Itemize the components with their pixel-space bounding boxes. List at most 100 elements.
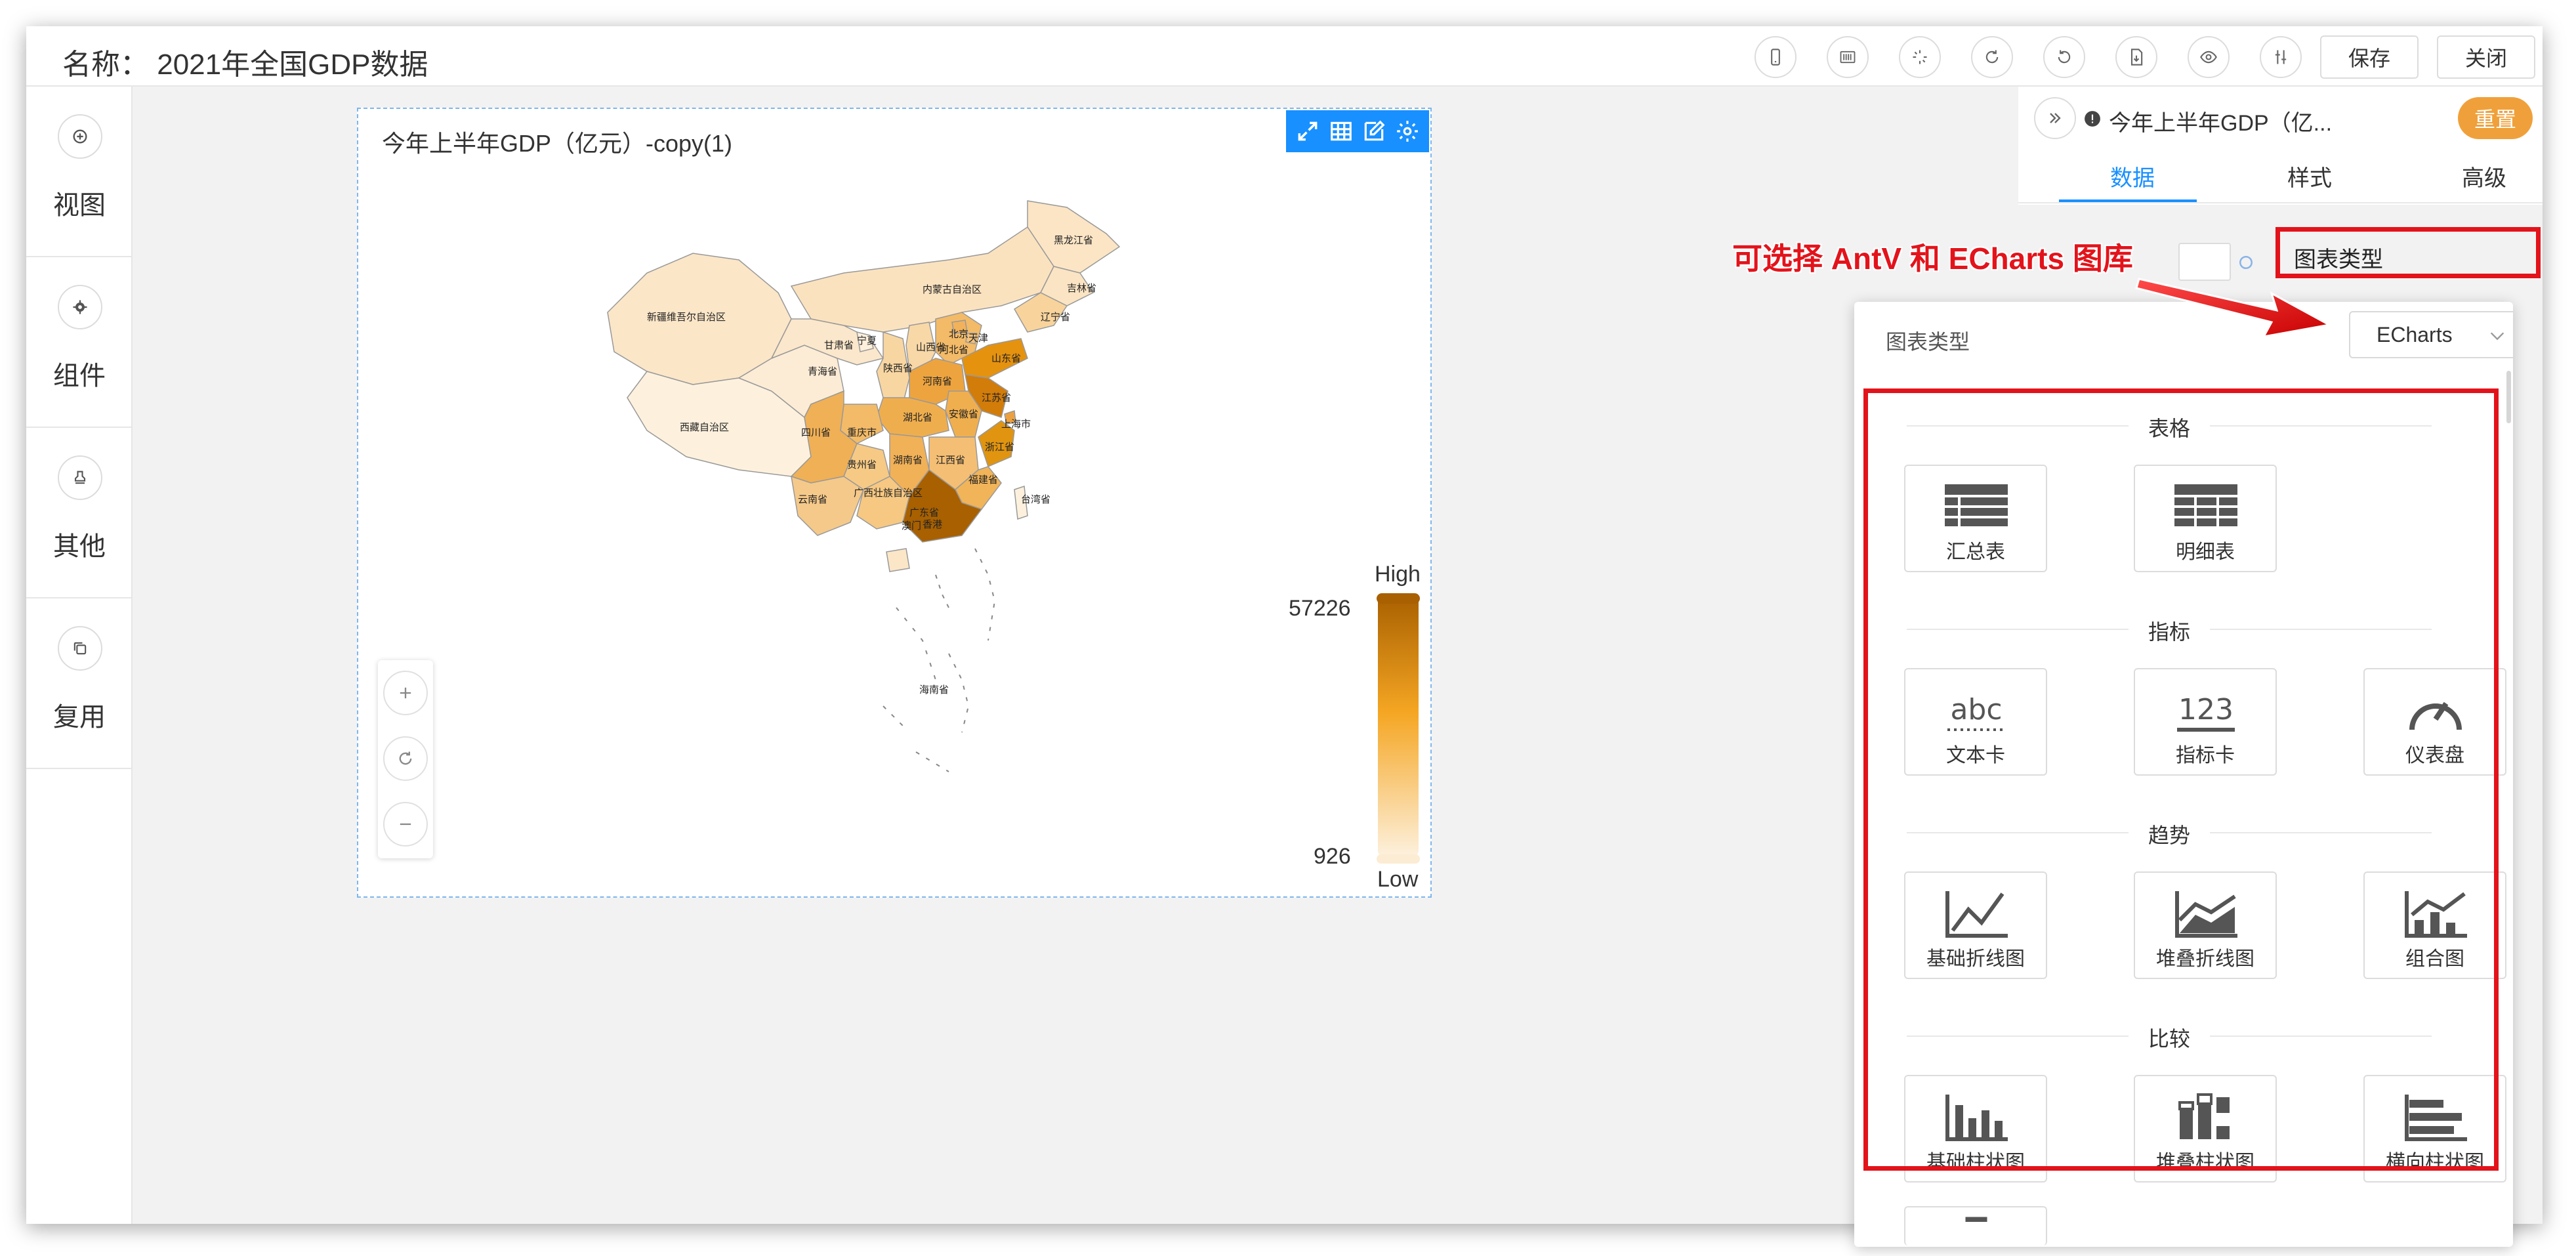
kpi-card-icon: 123	[2177, 693, 2235, 732]
tab-advanced[interactable]: 高级	[2462, 166, 2506, 191]
sidebar-item-reuse[interactable]: 复用	[26, 598, 133, 769]
province-label: 内蒙古自治区	[923, 283, 982, 295]
sidebar-item-component[interactable]: 组件	[26, 257, 133, 428]
province-liaoning[interactable]	[1013, 292, 1068, 333]
settings-icon[interactable]	[1393, 117, 1422, 146]
add-circle-icon	[58, 114, 102, 159]
province-label: 广东省	[909, 507, 939, 518]
chart-option-gauge[interactable]: 仪表盘	[2363, 668, 2506, 776]
panel-chart-name: 今年上半年GDP（亿...	[2109, 111, 2333, 136]
edit-icon[interactable]	[1360, 117, 1388, 146]
chart-option-horizontal-bar[interactable]: 横向柱状图	[2363, 1075, 2506, 1183]
province-label: 河南省	[923, 375, 952, 387]
chart-toolbar	[1286, 110, 1429, 152]
scrollbar[interactable]	[2506, 371, 2511, 423]
stacked-bar-icon	[2178, 1093, 2230, 1139]
expand-icon[interactable]	[1293, 117, 1322, 146]
province-label: 澳门	[902, 520, 921, 532]
province-label: 浙江省	[985, 441, 1014, 453]
province-label: 青海省	[808, 366, 837, 377]
undo-icon[interactable]	[2043, 36, 2085, 78]
china-map[interactable]: 黑龙江省 内蒙古自治区 吉林省 辽宁省 新疆维吾尔自治区 甘肃省 宁夏 山西省 …	[594, 181, 1198, 831]
text-card-icon: abc	[1947, 693, 2005, 731]
province-label: 安徽省	[949, 408, 978, 420]
province-label: 香港	[923, 518, 942, 530]
province-inner-mongolia[interactable]	[790, 226, 1054, 333]
right-panel: 今年上半年GDP（亿... 重置 数据 样式 高级	[2018, 87, 2543, 205]
province-shanghai[interactable]	[1004, 409, 1016, 425]
gauge-icon	[2409, 701, 2462, 730]
collapse-icon[interactable]	[2034, 97, 2076, 139]
province-tianjin[interactable]	[965, 333, 977, 345]
tab-data[interactable]: 数据	[2110, 166, 2155, 191]
zoom-in-icon[interactable]	[383, 671, 428, 715]
category-header: 趋势	[1907, 819, 2432, 847]
chart-option-text-card[interactable]: abc 文本卡	[1904, 668, 2047, 776]
export-icon[interactable]	[2115, 36, 2157, 78]
chart-option-next[interactable]	[1904, 1206, 2047, 1246]
reset-button[interactable]: 重置	[2458, 97, 2533, 139]
province-jilin[interactable]	[1039, 266, 1094, 306]
stamp-icon	[58, 455, 102, 500]
chart-option-detail-table[interactable]: 明细表	[2134, 465, 2277, 572]
chart-option-label: 指标卡	[2176, 745, 2235, 766]
province-zhejiang[interactable]	[978, 420, 1015, 468]
chart-option-label: 明细表	[2176, 541, 2235, 563]
chart-option-kpi-card[interactable]: 123 指标卡	[2134, 668, 2277, 776]
chart-option-combo[interactable]: 组合图	[2363, 871, 2506, 979]
settings-sliders-icon[interactable]	[2260, 36, 2302, 78]
province-label: 四川省	[801, 427, 831, 438]
redo-icon[interactable]	[1971, 36, 2013, 78]
category-name: 指标	[2128, 620, 2210, 644]
barcode-icon[interactable]	[1827, 36, 1869, 78]
province-label: 云南省	[798, 493, 827, 505]
save-button[interactable]: 保存	[2320, 35, 2419, 79]
sidebar-item-label: 组件	[53, 362, 106, 390]
province-ningxia[interactable]	[856, 331, 874, 352]
legend-handle-top[interactable]	[1377, 593, 1420, 604]
province-label: 海南省	[919, 684, 949, 696]
province-label: 江西省	[936, 454, 965, 466]
sidebar-item-other[interactable]: 其他	[26, 428, 133, 598]
close-button[interactable]: 关闭	[2437, 35, 2535, 79]
chart-option-summary-table[interactable]: 汇总表	[1904, 465, 2047, 572]
eye-icon[interactable]	[2188, 36, 2230, 78]
chart-option-stacked-line[interactable]: 堆叠折线图	[2134, 871, 2277, 979]
loading-icon[interactable]	[1899, 36, 1941, 78]
reset-icon[interactable]	[383, 736, 428, 781]
header-bar: 名称： 2021年全国GDP数据 保存 关闭	[26, 26, 2543, 87]
zoom-out-icon[interactable]	[383, 802, 428, 847]
legend-gradient-bar[interactable]	[1378, 595, 1419, 857]
province-taiwan[interactable]	[1014, 485, 1028, 520]
annotation-chart-type-label: 图表类型	[2294, 247, 2383, 272]
app-window: 名称： 2021年全国GDP数据 保存 关闭	[26, 26, 2543, 1247]
table-icon[interactable]	[1327, 117, 1356, 146]
svg-text:abc: abc	[1950, 693, 2002, 726]
copy-icon	[58, 626, 102, 671]
chart-option-stacked-bar[interactable]: 堆叠柱状图	[2134, 1075, 2277, 1183]
sidebar-item-view[interactable]: 视图	[26, 87, 133, 257]
province-guangdong[interactable]	[902, 469, 983, 543]
province-label: 山西省	[916, 341, 945, 353]
province-yunnan[interactable]	[791, 475, 864, 536]
chart-card[interactable]: 今年上半年GDP（亿元）-copy(1)	[357, 108, 1432, 898]
province-label: 新疆维吾尔自治区	[647, 311, 726, 323]
province-label: 广西壮族自治区	[854, 487, 923, 499]
chart-option-basic-bar[interactable]: 基础柱状图	[1904, 1075, 2047, 1183]
province-gansu[interactable]	[770, 318, 884, 366]
mobile-icon[interactable]	[1755, 36, 1797, 78]
province-label: 江苏省	[982, 392, 1011, 404]
tab-style[interactable]: 样式	[2287, 166, 2332, 191]
legend-handle-bottom[interactable]	[1377, 854, 1420, 864]
annotation-text: 可选择 AntV 和 ECharts 图库	[1732, 241, 2133, 276]
selected-library: ECharts	[2377, 322, 2453, 346]
province-beijing[interactable]	[951, 320, 968, 334]
legend-low-label: Low	[1377, 867, 1419, 892]
active-tab-underline	[2059, 199, 2197, 203]
category-header: 表格	[1907, 412, 2432, 440]
province-hainan[interactable]	[886, 548, 910, 572]
page-title: 名称： 2021年全国GDP数据	[62, 49, 428, 81]
province-label: 辽宁省	[1041, 311, 1070, 323]
chart-option-basic-line[interactable]: 基础折线图	[1904, 871, 2047, 979]
chart-library-select[interactable]: ECharts	[2349, 311, 2513, 358]
